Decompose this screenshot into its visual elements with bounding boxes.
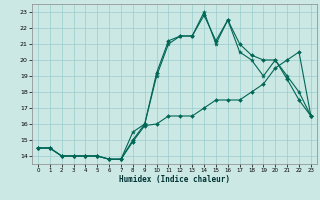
X-axis label: Humidex (Indice chaleur): Humidex (Indice chaleur) [119, 175, 230, 184]
